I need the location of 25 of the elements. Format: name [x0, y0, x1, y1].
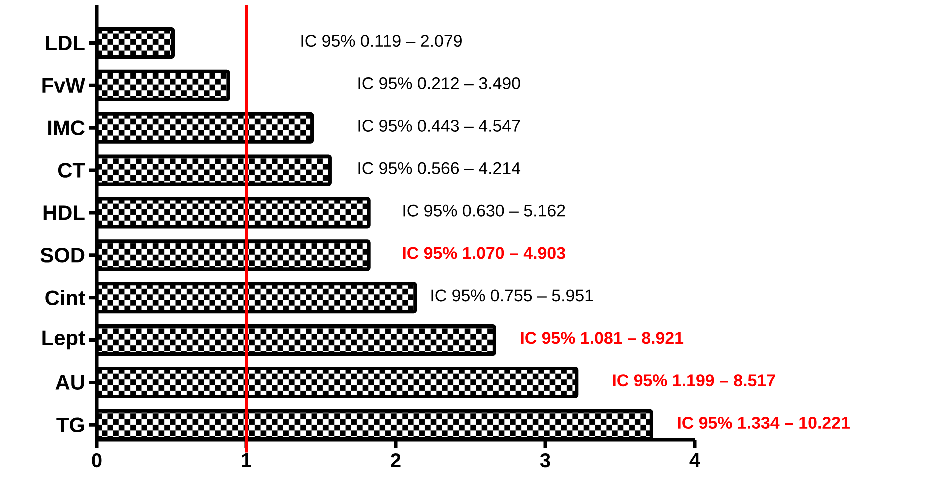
y-tick-label: IMC — [48, 120, 85, 136]
annotation: IC 95% 1.199 – 8.517 — [613, 374, 776, 387]
y-tick-label: HDL — [44, 206, 85, 220]
annotation: IC 95% 1.081 – 8.921 — [521, 332, 684, 344]
annotation: IC 95% 0.755 – 5.951 — [432, 290, 594, 302]
annotation: IC 95% 1.070 – 4.903 — [403, 247, 566, 260]
annotation: IC 95% 0.630 – 5.162 — [404, 204, 566, 217]
y-tick-label: TG — [56, 418, 84, 433]
x-tick-label: 0 — [92, 454, 102, 468]
y-tick-label: Lept — [42, 330, 86, 350]
annotation: IC 95% 0.443 – 4.547 — [358, 120, 520, 132]
y-tick-label: CT — [58, 163, 86, 178]
y-tick-label: Cint — [46, 290, 86, 306]
annotation: IC 95% 0.566 – 4.214 — [358, 162, 521, 174]
x-tick-label: 2 — [391, 454, 401, 468]
x-tick-label: 3 — [540, 454, 550, 468]
annotation: IC 95% 0.119 – 2.079 — [302, 35, 462, 48]
x-tick-label: 1 — [242, 454, 252, 468]
x-tick-label: 4 — [690, 454, 700, 468]
annotation: IC 95% 0.212 – 3.490 — [358, 78, 520, 90]
y-tick-label: FvW — [42, 78, 86, 93]
y-tick-label: LDL — [46, 36, 85, 50]
y-tick-label: SOD — [40, 248, 85, 263]
annotation: IC 95% 1.334 – 10.221 — [678, 417, 850, 430]
y-tick-label: AU — [56, 375, 84, 390]
